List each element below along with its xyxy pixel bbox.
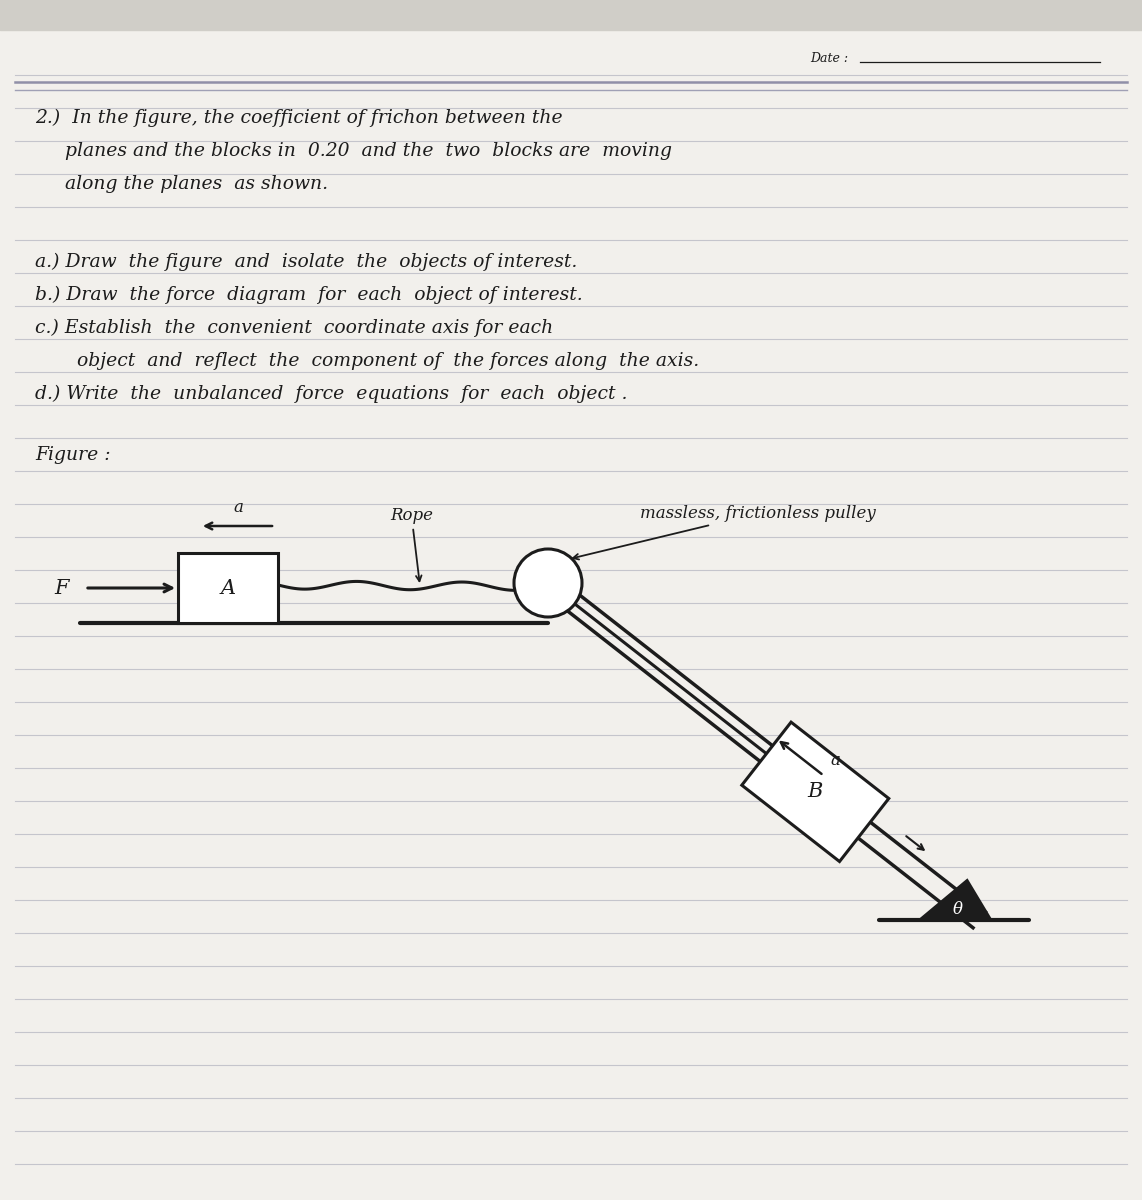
- Text: object  and  reflect  the  component of  the forces along  the axis.: object and reflect the component of the …: [35, 352, 699, 370]
- Text: Date :: Date :: [810, 52, 849, 65]
- Text: d.) Write  the  unbalanced  force  equations  for  each  object .: d.) Write the unbalanced force equations…: [35, 385, 627, 403]
- Text: A: A: [220, 578, 235, 598]
- Text: F: F: [55, 578, 70, 598]
- Text: massless, frictionless pulley: massless, frictionless pulley: [573, 505, 876, 559]
- Circle shape: [514, 550, 582, 617]
- Text: Figure :: Figure :: [35, 446, 111, 464]
- Bar: [178, 553, 278, 623]
- Text: Rope: Rope: [391, 506, 433, 581]
- Text: 2.)  In the figure, the coefficient of frichon between the: 2.) In the figure, the coefficient of fr…: [35, 109, 563, 127]
- Text: along the planes  as shown.: along the planes as shown.: [35, 175, 328, 193]
- Text: planes and the blocks in  0.20  and the  two  blocks are  moving: planes and the blocks in 0.20 and the tw…: [35, 142, 671, 160]
- Text: b.) Draw  the force  diagram  for  each  object of interest.: b.) Draw the force diagram for each obje…: [35, 286, 582, 304]
- Polygon shape: [742, 722, 888, 862]
- Text: a: a: [233, 499, 243, 516]
- Text: B: B: [807, 782, 823, 802]
- Text: c.) Establish  the  convenient  coordinate axis for each: c.) Establish the convenient coordinate …: [35, 319, 553, 337]
- Text: θ: θ: [954, 901, 963, 918]
- Text: a.) Draw  the figure  and  isolate  the  objects of interest.: a.) Draw the figure and isolate the obje…: [35, 253, 578, 271]
- Text: a: a: [830, 752, 841, 769]
- Polygon shape: [919, 880, 991, 920]
